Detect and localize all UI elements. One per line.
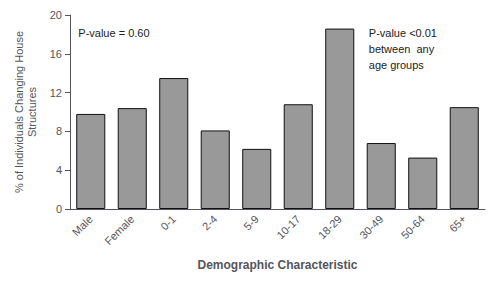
- svg-text:4: 4: [56, 164, 62, 176]
- svg-text:5-9: 5-9: [241, 213, 261, 233]
- svg-text:Demographic Characteristic: Demographic Characteristic: [197, 258, 357, 272]
- svg-text:12: 12: [50, 87, 62, 99]
- svg-text:16: 16: [50, 48, 62, 60]
- svg-text:Structures: Structures: [26, 86, 38, 137]
- svg-text:Female: Female: [102, 213, 136, 247]
- svg-text:Male: Male: [70, 213, 95, 238]
- svg-text:10-17: 10-17: [274, 213, 302, 241]
- svg-text:0: 0: [56, 203, 62, 215]
- svg-text:2-4: 2-4: [200, 213, 220, 233]
- svg-text:30-49: 30-49: [357, 213, 385, 241]
- svg-text:P-value = 0.60: P-value = 0.60: [78, 27, 149, 39]
- svg-text:20: 20: [50, 9, 62, 21]
- svg-text:age groups: age groups: [369, 59, 425, 71]
- svg-text:8: 8: [56, 125, 62, 137]
- svg-text:P-value <0.01: P-value <0.01: [369, 27, 437, 39]
- svg-text:between any: between any: [369, 43, 435, 55]
- svg-text:50-64: 50-64: [399, 213, 427, 241]
- svg-text:65+: 65+: [447, 213, 469, 235]
- svg-text:18-29: 18-29: [316, 213, 344, 241]
- svg-text:0-1: 0-1: [158, 213, 178, 233]
- svg-text:% of Individuals Changing Hous: % of Individuals Changing House: [13, 31, 25, 193]
